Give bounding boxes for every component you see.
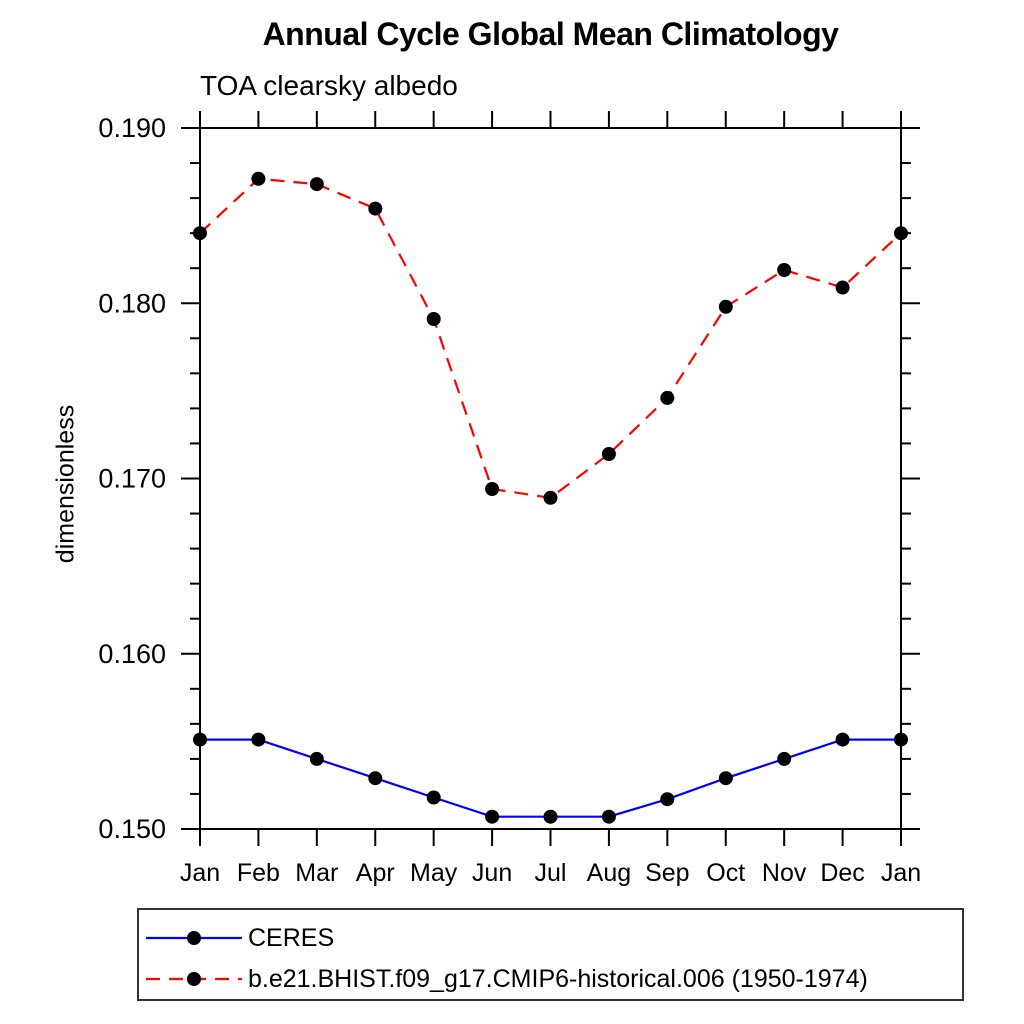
x-tick-label: Mar (295, 859, 338, 887)
data-point-1 (485, 482, 500, 496)
data-point-0 (251, 732, 266, 747)
y-tick-label: 0.150 (98, 814, 166, 844)
legend-label-ceres: CERES (248, 923, 335, 952)
legend-item-ceres: CERES (144, 923, 335, 952)
x-tick-label: Jun (472, 859, 512, 887)
y-tick-label: 0.180 (98, 288, 166, 318)
series-line-0 (200, 738, 901, 818)
data-point-0 (485, 809, 500, 824)
chart-title: Annual Cycle Global Mean Climatology (262, 16, 839, 52)
x-tick-label: Jan (180, 859, 220, 887)
data-point-1 (835, 280, 850, 295)
data-point-0 (193, 732, 207, 747)
data-point-1 (368, 201, 383, 216)
x-tick-label: Oct (706, 859, 745, 887)
x-tick-label: Feb (237, 859, 280, 887)
legend-item-model: b.e21.BHIST.f09_g17.CMIP6-historical.006… (144, 964, 868, 993)
data-point-1 (426, 312, 441, 326)
data-point-0 (426, 790, 441, 805)
data-point-1 (718, 299, 733, 314)
data-point-0 (309, 751, 324, 766)
data-point-1 (543, 490, 558, 505)
data-point-0 (718, 771, 733, 786)
legend-box: CERES b.e21.BHIST.f09_g17.CMIP6-historic… (137, 908, 964, 1001)
x-tick-label: Dec (820, 859, 864, 887)
x-tick-label: Jul (535, 859, 567, 887)
y-tick-label: 0.170 (98, 464, 166, 494)
data-point-1 (309, 177, 324, 192)
x-tick-label: Apr (356, 859, 395, 887)
legend-marker-icon (187, 931, 201, 945)
y-tick-label: 0.160 (98, 639, 166, 669)
x-tick-label: Nov (762, 859, 807, 887)
x-tick-label: Sep (645, 859, 689, 887)
data-point-0 (894, 732, 908, 747)
x-tick-label: Aug (587, 859, 631, 887)
data-point-1 (777, 263, 792, 277)
data-point-0 (835, 732, 850, 747)
data-point-0 (601, 809, 616, 824)
x-tick-label: Jan (881, 859, 921, 887)
data-point-0 (368, 771, 383, 786)
legend-solid-line-sample (146, 931, 242, 945)
chart-subtitle: TOA clearsky albedo (200, 70, 458, 101)
data-point-0 (777, 751, 792, 766)
series-line-1 (199, 177, 902, 499)
data-point-1 (894, 226, 908, 241)
legend-label-model: b.e21.BHIST.f09_g17.CMIP6-historical.006… (248, 964, 868, 993)
data-point-1 (601, 447, 616, 461)
legend-dashed-line-sample (146, 972, 242, 986)
axis-frame (199, 127, 902, 830)
data-point-1 (660, 390, 675, 405)
data-point-0 (660, 792, 675, 807)
data-point-1 (251, 171, 266, 186)
x-tick-label: May (410, 859, 458, 887)
legend-marker-icon (187, 972, 201, 986)
data-point-0 (543, 809, 558, 824)
data-point-1 (193, 226, 207, 241)
y-tick-label: 0.190 (98, 113, 166, 143)
